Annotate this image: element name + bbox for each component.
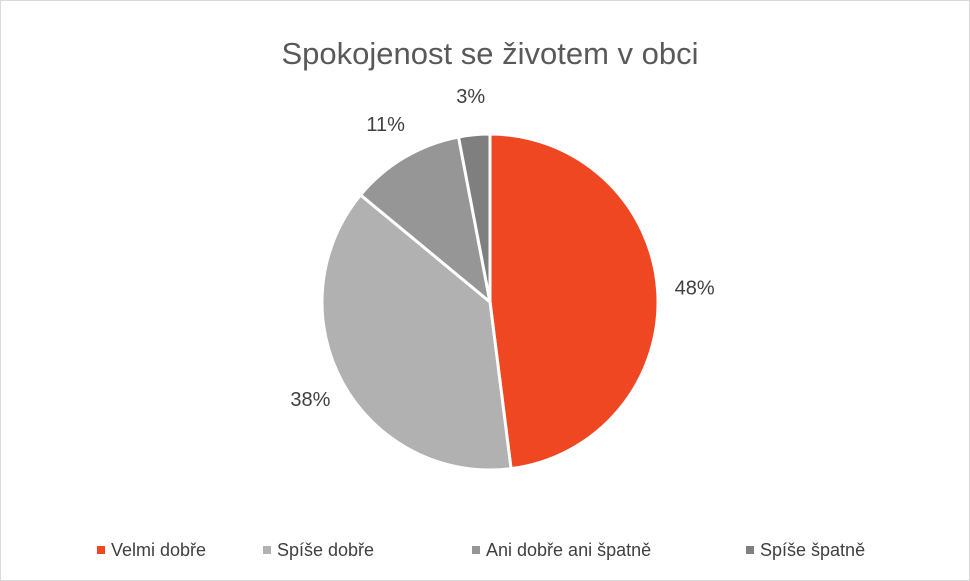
legend-swatch	[97, 546, 105, 554]
legend-label: Velmi dobře	[111, 540, 206, 560]
legend-label: Ani dobře ani špatně	[486, 540, 651, 560]
pie-slice	[358, 135, 493, 306]
legend-swatch	[472, 546, 480, 554]
chart-title: Spokojenost se životem v obci	[282, 36, 699, 71]
data-label: 11%	[366, 114, 405, 136]
data-label: 3%	[456, 86, 485, 108]
legend-label: Spíše špatně	[760, 540, 865, 560]
data-label: 48%	[675, 277, 715, 299]
pie-slice	[488, 132, 660, 471]
legend-swatch	[263, 546, 271, 554]
legend-label: Spíše dobře	[277, 540, 374, 560]
pie-slice	[456, 132, 492, 303]
data-label: 38%	[290, 389, 330, 411]
pie-slice	[320, 192, 513, 472]
legend-swatch	[746, 546, 754, 554]
